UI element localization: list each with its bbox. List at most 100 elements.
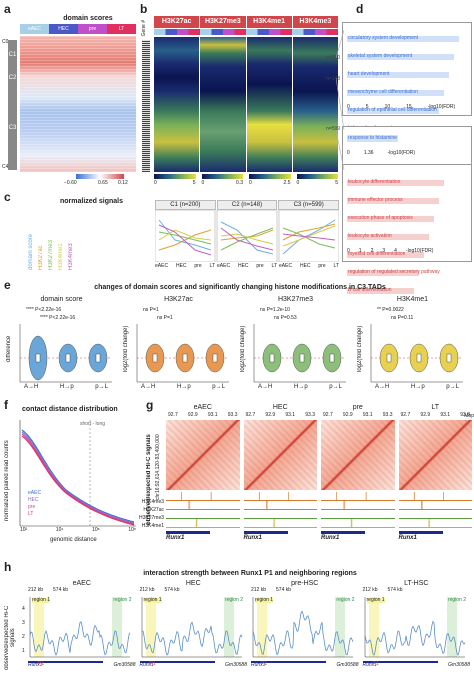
header-h3k27me3: H3K27me3 [200,16,246,28]
heatmap-h3k4me3 [292,37,338,172]
row-mark-n148: n=148 [326,76,341,82]
cluster-bar: C1 C2 C3 [8,40,17,170]
go-term: execution phase of apoptosis [347,215,434,222]
f-xlabel: genomic distance [50,537,97,543]
f-short-long: short - long [80,421,106,427]
scale-h3k27me3 [201,174,243,179]
panel-label-c: c [4,190,11,204]
h-line-svg [252,597,354,658]
h-line-svg [141,597,242,658]
header-h3k4me3: H3K4me3 [292,16,338,28]
gene-number-track [142,40,150,172]
e-violin-svg [136,324,229,383]
scale-h3k4me1 [249,174,291,179]
heatmap-h3k4me1 [246,37,292,172]
go-term: mesenchyme cell differentiation [347,89,444,96]
histone-heatmap [154,37,338,172]
gene-number-label: Gene # [141,20,147,37]
normalized-signals-title: normalized signals [60,198,124,205]
c-title-c1: C1 (n=200) [155,200,216,210]
go-term: skeletal system development [347,53,454,60]
domain-score-stage-bar: eAEC HEC pre LT [20,24,136,34]
e-violin-svg [370,324,463,383]
scale-h3k27ac [154,174,196,179]
go-c1-axis: 0 5 10 15 -log10(FDR) [347,104,456,110]
panel-label-b: b [140,2,148,16]
e-violin-svg [19,324,112,383]
g-hic-panel: pre 92.7 92.9 93.1 93.3 Runx1 [321,404,395,541]
f-xticks: 10² 10⁴ 10⁶ 10⁸ [20,527,136,533]
g-region: chr16:92,614,120-93,400,000 [155,434,161,500]
histone-stage-bar [154,29,338,35]
panel-label-g: g [146,398,154,412]
go-term: leukocyte differentiation [347,179,444,186]
header-h3k4me1: H3K4me1 [246,16,292,28]
panel-label-f: f [4,398,8,412]
e-violin-svg [253,324,346,383]
h-interaction-panel: pre-HSC 212 kb 574 kb region 1 region 2 P1 Run… [251,580,359,668]
panel-label-d: d [356,2,364,16]
d-connector-lines [336,30,345,171]
go-term: regulation of regulated secretory pathwa… [347,269,440,276]
go-c3-box: leukocyte differentiation immune effector… [342,164,472,294]
g-hic-panel: HEC 92.7 92.9 93.1 93.3 Runx1 [243,404,317,541]
f-distance-plot [19,420,136,527]
cluster-c2: C2 [8,75,17,81]
e-title: changes of domain scores and significant… [94,284,386,291]
panel-label-h: h [4,560,12,574]
go-term: myeloid cell differentiation [347,251,424,258]
go-term: circulatory system development [347,35,459,42]
hic-matrix [321,420,395,490]
go-term: leukocyte activation [347,233,429,240]
e-violin-plot: domain score **** P<2.22e-16 **** P<2.22e-… [6,294,117,392]
panel-label-a: a [4,2,11,16]
h-line-svg [364,597,465,658]
stage-eaec: eAEC [20,24,49,34]
hic-matrix [398,420,472,490]
normalized-signals-legend: domain score H3K27ac H3K27me3 H3K4me1 H3… [28,233,74,270]
go-c2-term: response to histamine [347,135,398,142]
domain-score-heatmap [20,36,136,172]
row-mark-n200: n=200 [326,55,341,61]
scale-mid: 0.65 [98,180,108,186]
domain-scores-title: domain scores [63,15,113,22]
h-line-svg [29,597,131,658]
h-interaction-panel: LT-HSC 212 kb 574 kb region 1 region 2 P1 Runx… [362,580,470,668]
stage-pre: pre [78,24,107,34]
go-c2-axis: 0 1.36 -log10(FDR) [347,150,416,156]
histone-headers: H3K27ac H3K27me3 H3K4me1 H3K4me3 [154,16,338,28]
e-violin-plots: domain score **** P<2.22e-16 **** P<2.22e-… [6,294,468,392]
e-violin-plot: H3K4me1 ** P=0.0022 ns P=0.11 log2(fold cha… [357,294,468,392]
g-hic-panel: LT 92.7 92.9 93.1 93.3 Runx1 Mbp [398,404,474,541]
panel-label-e: e [4,278,11,292]
row-mark-n599: n=599 [326,126,341,132]
go-term: heart development [347,71,449,78]
f-ylabel: normalized paired read counts [4,440,10,522]
h-interaction-panel: eAEC 212 kb 574 kb region 1 region 2 P1 Runx1 G… [22,580,136,668]
c-title-c3: C3 (n=599) [278,200,340,210]
header-h3k27ac: H3K27ac [154,16,200,28]
h-title: interaction strength between Runx1 P1 an… [143,570,357,577]
hic-matrix [166,420,240,490]
heatmap-h3k27me3 [200,37,246,172]
cluster-line-panels: C1 (n=200) C2 (n=148) C3 (n=599) eAEC HEC… [155,200,340,269]
f-title: contact distance distribution [22,406,118,413]
domain-score-colorscale [76,174,124,179]
stage-lt: LT [107,24,136,34]
hic-matrix [243,420,317,490]
e-violin-plot: H3K27ac ns P=1 ns P=1 log2(fold change) A→H H… [123,294,234,392]
stage-hec: HEC [49,24,78,34]
cluster-c1: C1 [8,52,17,58]
g-hic-panels: eAEC 92.7 92.9 93.1 93.3 Runx1 H3K4me3 H3K27ac H… [139,404,474,554]
scale-min: −0.60 [64,180,77,186]
c-line-plots [155,210,339,262]
go-c1-box: circulatory system development skeletal s… [342,22,472,204]
edge-label-top: C0 [2,39,9,45]
go-term: regulation of epithelial cell differenti… [347,107,439,114]
heatmap-h3k27ac [154,37,200,172]
h-interaction-panel: HEC 212 kb 574 kb region 1 region 2 P1 Runx1 Gm… [139,580,247,668]
f-legend: eAEC HEC pre LT [28,490,42,517]
h-interaction-panels: eAEC 212 kb 574 kb region 1 region 2 P1 Runx1 G… [22,580,470,684]
scale-h3k4me3 [296,174,338,179]
